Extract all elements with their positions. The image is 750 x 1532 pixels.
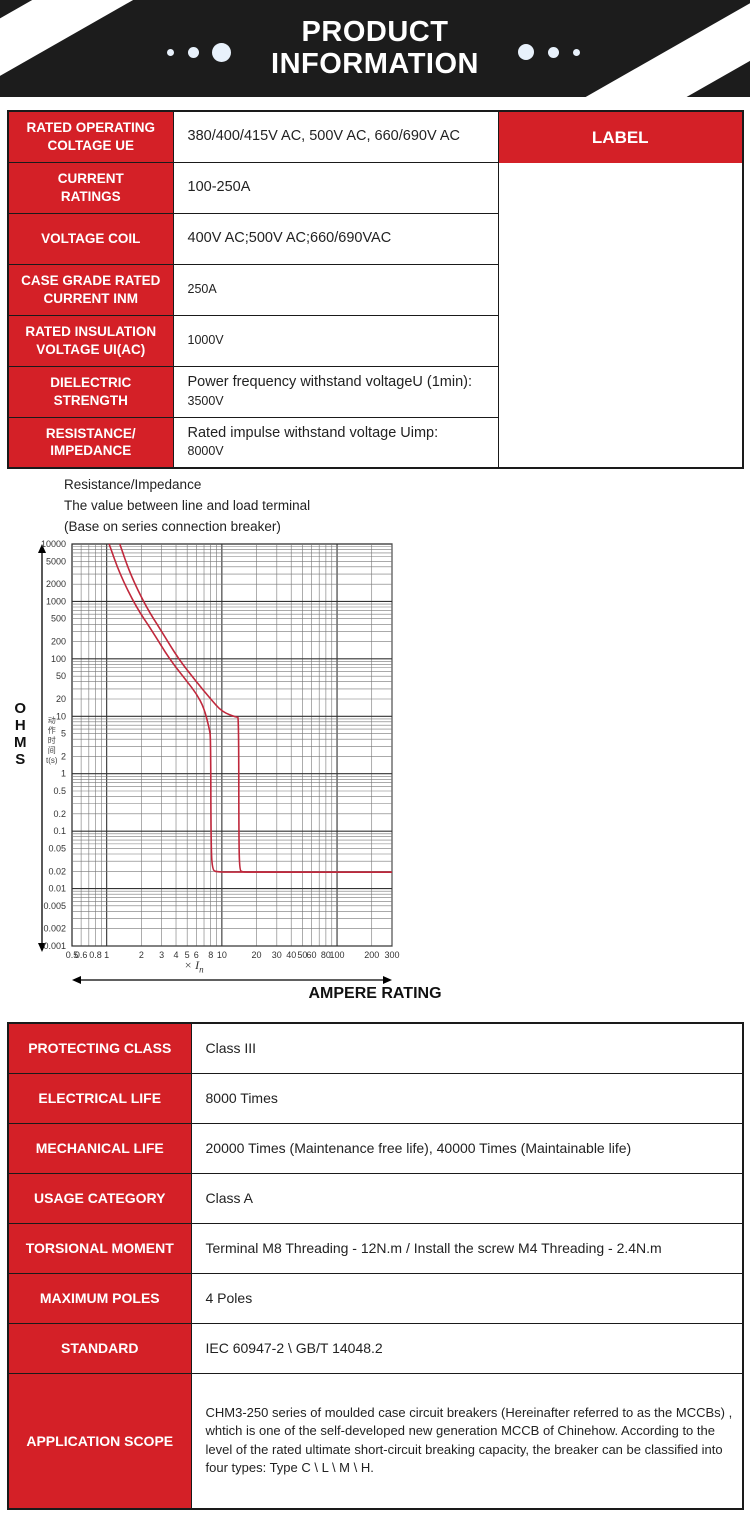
svg-text:1: 1: [104, 950, 109, 960]
svg-text:60: 60: [306, 950, 316, 960]
svg-text:20: 20: [56, 694, 66, 704]
svg-text:3: 3: [159, 950, 164, 960]
svg-text:30: 30: [272, 950, 282, 960]
svg-text:6: 6: [194, 950, 199, 960]
svg-text:0.6: 0.6: [75, 950, 88, 960]
svg-text:10000: 10000: [41, 539, 66, 549]
svg-text:0.8: 0.8: [89, 950, 102, 960]
svg-text:0.5: 0.5: [53, 786, 66, 796]
svg-text:5000: 5000: [46, 556, 66, 566]
svg-text:200: 200: [364, 950, 379, 960]
svg-text:500: 500: [51, 614, 66, 624]
svg-text:2: 2: [61, 751, 66, 761]
svg-text:20: 20: [252, 950, 262, 960]
svg-text:0.001: 0.001: [43, 941, 66, 951]
svg-text:1: 1: [61, 769, 66, 779]
svg-text:1000: 1000: [46, 596, 66, 606]
svg-text:0.02: 0.02: [48, 866, 66, 876]
svg-text:10: 10: [217, 950, 227, 960]
svg-text:8: 8: [208, 950, 213, 960]
svg-text:5: 5: [61, 729, 66, 739]
svg-text:2000: 2000: [46, 579, 66, 589]
svg-text:100: 100: [51, 654, 66, 664]
svg-text:0.05: 0.05: [48, 843, 66, 853]
svg-text:0.1: 0.1: [53, 826, 66, 836]
svg-text:0.01: 0.01: [48, 884, 66, 894]
svg-text:40: 40: [286, 950, 296, 960]
svg-text:100: 100: [330, 950, 345, 960]
svg-text:2: 2: [139, 950, 144, 960]
svg-text:0.005: 0.005: [43, 901, 66, 911]
svg-text:300: 300: [384, 950, 399, 960]
svg-text:0.002: 0.002: [43, 924, 66, 934]
svg-text:4: 4: [174, 950, 179, 960]
svg-text:200: 200: [51, 637, 66, 647]
svg-text:50: 50: [56, 671, 66, 681]
svg-text:5: 5: [185, 950, 190, 960]
svg-text:0.2: 0.2: [53, 809, 66, 819]
svg-text:10: 10: [56, 711, 66, 721]
